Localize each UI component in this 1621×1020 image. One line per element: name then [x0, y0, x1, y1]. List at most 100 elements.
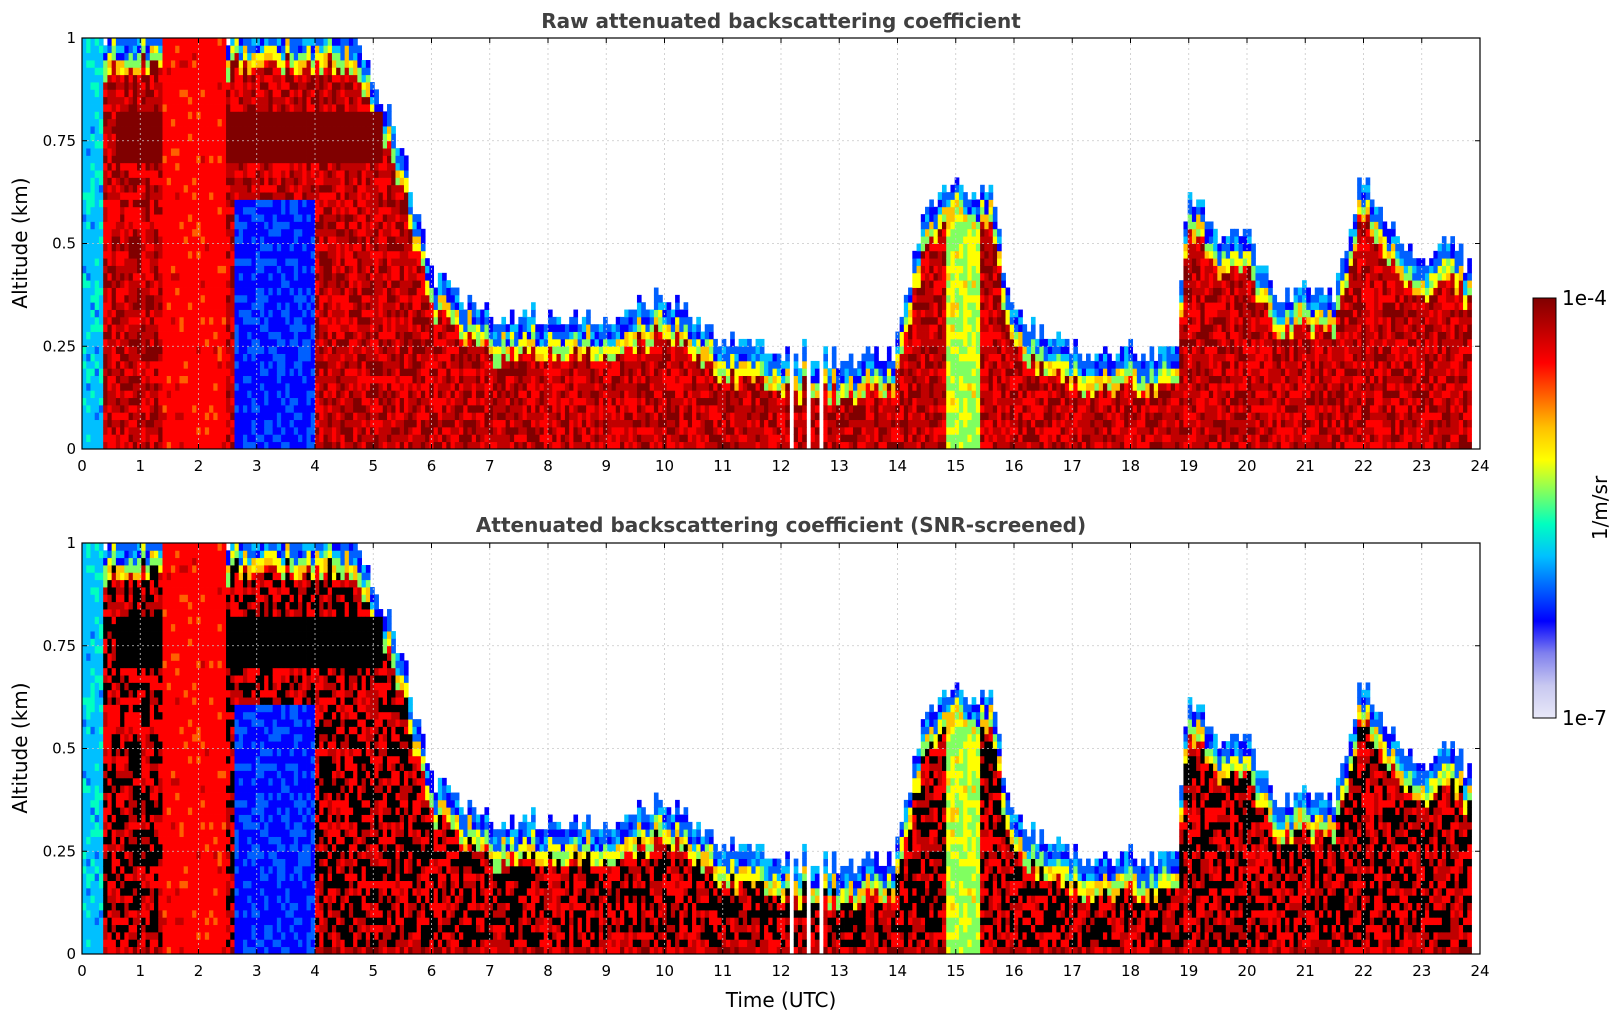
heatmap-cell [412, 353, 418, 362]
heatmap-cell [492, 346, 498, 354]
heatmap-cell [200, 118, 206, 127]
heatmap-cell [285, 228, 290, 237]
heatmap-cell [268, 243, 274, 252]
heatmap-cell [323, 390, 329, 399]
heatmap-cell [111, 353, 117, 362]
heatmap-cell [387, 309, 392, 318]
heatmap-cell [361, 250, 367, 259]
heatmap-cell [98, 243, 104, 252]
heatmap-cell [543, 412, 549, 421]
heatmap-cell [217, 155, 223, 164]
heatmap-cell [353, 250, 358, 259]
heatmap-cell [340, 192, 346, 200]
heatmap-cell [315, 324, 320, 332]
heatmap-cell [196, 287, 202, 296]
heatmap-cell [412, 382, 418, 391]
heatmap-cell [217, 309, 223, 318]
heatmap-cell [268, 162, 274, 171]
heatmap-cell [145, 441, 151, 449]
heatmap-cell [209, 184, 214, 193]
heatmap-cell [319, 148, 324, 156]
heatmap-cell [158, 390, 163, 399]
heatmap-cell [471, 368, 477, 377]
heatmap-cell [514, 434, 519, 443]
heatmap-cell [179, 148, 185, 156]
heatmap-cell [298, 382, 303, 391]
heatmap-cell [166, 404, 172, 413]
heatmap-cell [370, 192, 375, 200]
heatmap-cell [315, 412, 320, 421]
heatmap-cell [382, 170, 388, 178]
heatmap-cell [179, 434, 185, 443]
heatmap-cell [344, 404, 350, 413]
heatmap-cell [120, 148, 125, 156]
heatmap-cell [175, 397, 180, 406]
heatmap-cell [179, 368, 185, 377]
heatmap-cell [264, 375, 269, 384]
heatmap-cell [247, 265, 252, 274]
heatmap-cell [137, 192, 142, 200]
heatmap-cell [98, 133, 104, 142]
heatmap-cell [200, 404, 206, 413]
heatmap-cell [179, 133, 185, 142]
heatmap-cell [128, 324, 134, 332]
heatmap-cell [315, 302, 320, 310]
heatmap-cell [107, 375, 113, 384]
heatmap-cell [285, 140, 290, 149]
heatmap-cell [361, 382, 367, 391]
heatmap-cell [137, 184, 142, 193]
heatmap-cell [336, 228, 341, 237]
heatmap-cell [348, 221, 354, 230]
heatmap-cell [272, 324, 278, 332]
heatmap-cell [264, 382, 269, 391]
heatmap-cell [323, 353, 329, 362]
heatmap-cell [82, 338, 87, 347]
heatmap-cell [471, 309, 477, 318]
heatmap-cell [268, 294, 274, 303]
heatmap-cell [175, 441, 180, 449]
heatmap-cell [310, 346, 316, 354]
heatmap-cell [128, 434, 134, 443]
heatmap-cell [323, 206, 329, 215]
heatmap-cell [137, 89, 142, 98]
heatmap-cell [128, 199, 134, 208]
heatmap-cell [115, 419, 121, 428]
heatmap-cell [425, 338, 430, 347]
heatmap-cell [433, 368, 439, 377]
heatmap-cell [374, 162, 379, 171]
heatmap-cell [340, 52, 346, 61]
heatmap-cell [467, 309, 473, 318]
heatmap-cell [183, 140, 189, 149]
heatmap-cell [141, 67, 146, 76]
heatmap-cell [289, 67, 295, 76]
heatmap-cell [387, 280, 392, 288]
heatmap-cell [128, 382, 134, 391]
heatmap-cell [86, 236, 91, 244]
heatmap-cell [137, 272, 142, 281]
heatmap-cell [103, 419, 108, 428]
heatmap-cell [361, 434, 367, 443]
heatmap-cell [234, 346, 240, 354]
heatmap-cell [408, 397, 413, 406]
heatmap-cell [327, 148, 333, 156]
heatmap-cell [429, 426, 435, 435]
heatmap-cell [221, 272, 227, 281]
heatmap-cell [94, 67, 100, 76]
heatmap-cell [192, 118, 197, 127]
heatmap-cell [484, 426, 490, 435]
heatmap-cell [247, 221, 252, 230]
heatmap-cell [437, 390, 443, 399]
heatmap-cell [200, 155, 206, 164]
heatmap-cell [454, 316, 460, 325]
heatmap-cell [145, 412, 151, 421]
heatmap-cell [192, 177, 197, 186]
heatmap-cell [82, 67, 87, 76]
heatmap-cell [416, 426, 422, 435]
heatmap-cell [115, 133, 121, 142]
heatmap-cell [446, 331, 451, 340]
heatmap-cell [162, 228, 168, 237]
heatmap-cell [340, 126, 346, 134]
heatmap-cell [234, 287, 240, 296]
heatmap-cell [560, 382, 566, 391]
heatmap-cell [416, 302, 422, 310]
